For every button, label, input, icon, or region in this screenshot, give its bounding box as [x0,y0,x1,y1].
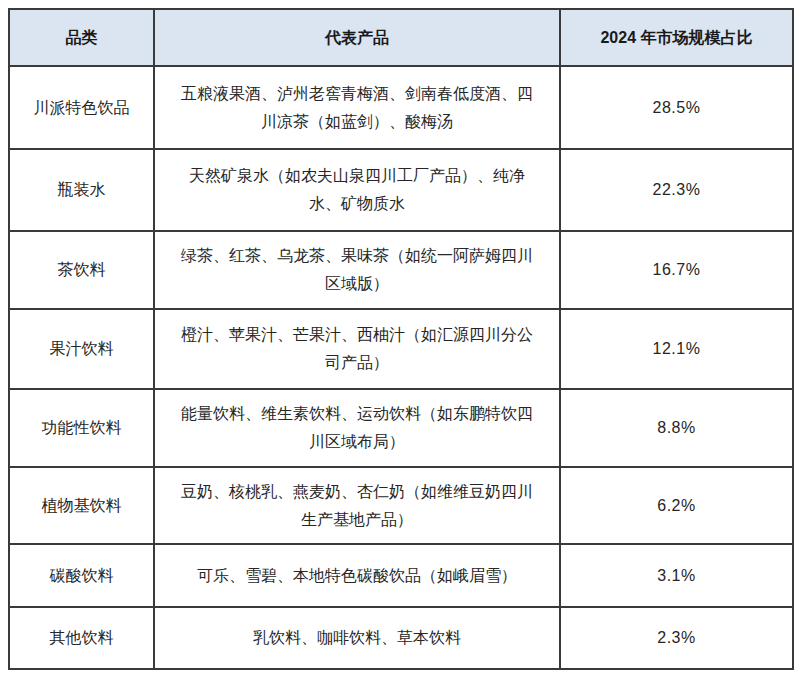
market-share-table: 品类 代表产品 2024 年市场规模占比 川派特色饮品 五粮液果酒、泸州老窖青梅… [8,8,794,670]
table-row: 植物基饮料 豆奶、核桃乳、燕麦奶、杏仁奶（如维维豆奶四川生产基地产品） 6.2% [9,467,793,544]
category-cell: 瓶装水 [9,149,154,231]
category-cell: 功能性饮料 [9,389,154,467]
column-header-market-share: 2024 年市场规模占比 [560,9,793,66]
share-cell: 28.5% [560,66,793,149]
category-cell: 川派特色饮品 [9,66,154,149]
category-cell: 植物基饮料 [9,467,154,544]
products-cell: 可乐、雪碧、本地特色碳酸饮品（如峨眉雪） [154,544,560,607]
products-cell: 天然矿泉水（如农夫山泉四川工厂产品）、纯净水、矿物质水 [154,149,560,231]
column-header-products: 代表产品 [154,9,560,66]
table-row: 茶饮料 绿茶、红茶、乌龙茶、果味茶（如统一阿萨姆四川区域版） 16.7% [9,231,793,309]
share-cell: 8.8% [560,389,793,467]
table-row: 川派特色饮品 五粮液果酒、泸州老窖青梅酒、剑南春低度酒、四川凉茶（如蓝剑）、酸梅… [9,66,793,149]
products-cell: 豆奶、核桃乳、燕麦奶、杏仁奶（如维维豆奶四川生产基地产品） [154,467,560,544]
products-cell: 能量饮料、维生素饮料、运动饮料（如东鹏特饮四川区域布局） [154,389,560,467]
products-cell: 乳饮料、咖啡饮料、草本饮料 [154,607,560,669]
share-cell: 22.3% [560,149,793,231]
share-cell: 12.1% [560,309,793,389]
products-cell: 绿茶、红茶、乌龙茶、果味茶（如统一阿萨姆四川区域版） [154,231,560,309]
table-row: 果汁饮料 橙汁、苹果汁、芒果汁、西柚汁（如汇源四川分公司产品） 12.1% [9,309,793,389]
share-cell: 3.1% [560,544,793,607]
category-cell: 其他饮料 [9,607,154,669]
market-share-table-container: 品类 代表产品 2024 年市场规模占比 川派特色饮品 五粮液果酒、泸州老窖青梅… [8,8,792,670]
table-row: 功能性饮料 能量饮料、维生素饮料、运动饮料（如东鹏特饮四川区域布局） 8.8% [9,389,793,467]
share-cell: 2.3% [560,607,793,669]
column-header-category: 品类 [9,9,154,66]
products-cell: 五粮液果酒、泸州老窖青梅酒、剑南春低度酒、四川凉茶（如蓝剑）、酸梅汤 [154,66,560,149]
category-cell: 果汁饮料 [9,309,154,389]
category-cell: 碳酸饮料 [9,544,154,607]
share-cell: 6.2% [560,467,793,544]
category-cell: 茶饮料 [9,231,154,309]
products-cell: 橙汁、苹果汁、芒果汁、西柚汁（如汇源四川分公司产品） [154,309,560,389]
header-row: 品类 代表产品 2024 年市场规模占比 [9,9,793,66]
table-row: 瓶装水 天然矿泉水（如农夫山泉四川工厂产品）、纯净水、矿物质水 22.3% [9,149,793,231]
table-row: 碳酸饮料 可乐、雪碧、本地特色碳酸饮品（如峨眉雪） 3.1% [9,544,793,607]
table-row: 其他饮料 乳饮料、咖啡饮料、草本饮料 2.3% [9,607,793,669]
share-cell: 16.7% [560,231,793,309]
